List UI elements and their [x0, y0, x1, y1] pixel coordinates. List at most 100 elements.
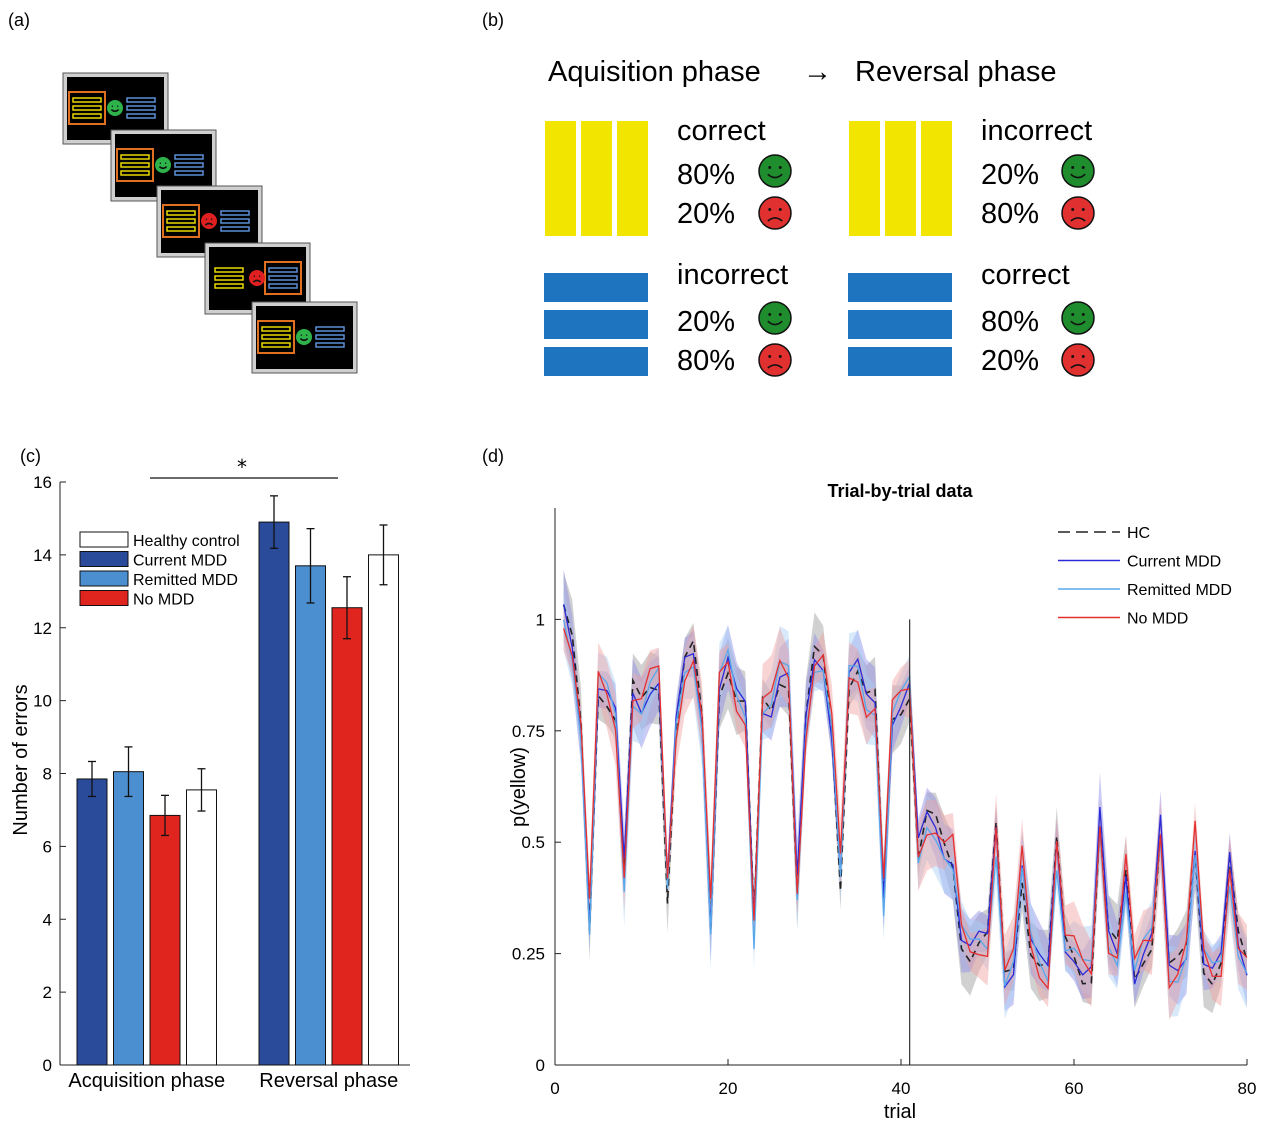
blue-stimulus	[174, 170, 204, 176]
acq-yellow-word: correct	[677, 115, 766, 147]
stimulus-screen	[204, 242, 311, 315]
c-legend-swatch	[79, 551, 129, 567]
d-plot-area: 0 0.25 0.5 0.75 1 0 20 40 60 80 HC Current MDD Remit…	[512, 508, 1257, 1098]
c-bar	[76, 778, 108, 1066]
c-legend-swatch	[79, 531, 129, 548]
c-ytick-label: 4	[43, 910, 52, 929]
d-xtick-label: 60	[1065, 1079, 1084, 1098]
c-ytick-label: 8	[43, 765, 52, 784]
yellow-stimulus	[261, 342, 291, 348]
happy-face-icon	[758, 154, 792, 188]
yellow-bar	[921, 121, 952, 236]
sad-face-icon	[758, 196, 792, 230]
c-xtick-label: Acquisition phase	[68, 1070, 225, 1092]
yellow-stimulus	[120, 162, 150, 168]
panel-c: (c) Number of errors 0 2 4 6 8 10 12 14 16 Acquis…	[10, 446, 410, 1092]
d-legend-label: No MDD	[1127, 611, 1188, 628]
rev-blue-bars	[848, 273, 952, 376]
acq-blue-word: incorrect	[677, 259, 788, 291]
c-bar	[149, 814, 181, 1066]
c-bar	[113, 771, 144, 1066]
panel-b: (b) Aquisition phase → Reversal phase co…	[482, 10, 1095, 377]
blue-stimulus	[268, 283, 298, 289]
d-line-remitted-mdd	[562, 619, 1248, 987]
happy-face-icon	[1061, 301, 1095, 335]
c-bar	[258, 521, 290, 1066]
c-legend-label: No MDD	[133, 592, 194, 609]
panel-d: (d) Trial-by-trial data p(yellow) trial …	[482, 446, 1256, 1123]
c-legend-label: Remitted MDD	[133, 572, 238, 589]
happy-face-icon	[1061, 154, 1095, 188]
yellow-stimulus	[214, 267, 244, 273]
d-band-no-mdd	[563, 606, 1247, 1021]
yellow-bar	[617, 121, 648, 236]
d-xlabel: trial	[884, 1101, 916, 1123]
blue-stimulus	[268, 267, 298, 273]
d-ytick-label: 0.5	[521, 833, 545, 852]
c-plot-area: 0 2 4 6 8 10 12 14 16 Acquisition phase Reversal p…	[33, 455, 410, 1092]
d-ytick-label: 0	[536, 1056, 545, 1075]
c-legend-swatch	[79, 590, 129, 606]
d-xtick-label: 40	[892, 1079, 911, 1098]
happy-face-icon	[155, 157, 171, 173]
yellow-stimulus	[214, 275, 244, 281]
acq-blue-bars	[544, 273, 648, 376]
blue-stimulus	[315, 334, 345, 340]
c-ytick-label: 10	[33, 692, 52, 711]
yellow-bar	[581, 121, 612, 236]
acq-yellow-p-happy: 80%	[677, 159, 735, 191]
yellow-stimulus	[72, 105, 102, 111]
rev-yellow-p-sad: 80%	[981, 198, 1039, 230]
c-ytick-label: 12	[33, 619, 52, 638]
acq-yellow-p-sad: 20%	[677, 198, 735, 230]
yellow-stimulus	[120, 170, 150, 176]
rev-blue-p-happy: 80%	[981, 306, 1039, 338]
c-ytick-label: 0	[43, 1056, 52, 1075]
c-ytick-label: 16	[33, 473, 52, 492]
blue-stimulus	[126, 105, 156, 111]
d-ylabel: p(yellow)	[508, 747, 530, 827]
rev-blue-word: correct	[981, 259, 1070, 291]
blue-stimulus	[126, 113, 156, 119]
c-ytick-label: 14	[33, 546, 52, 565]
panel-a-label: (a)	[8, 10, 30, 30]
yellow-stimulus	[261, 326, 291, 332]
sad-face-icon	[1061, 343, 1095, 377]
yellow-stimulus	[166, 210, 196, 216]
yellow-stimulus	[166, 226, 196, 232]
blue-stimulus	[220, 218, 250, 224]
blue-stimulus	[174, 162, 204, 168]
yellow-stimulus	[261, 334, 291, 340]
c-bar	[186, 789, 217, 1066]
yellow-stimulus	[72, 113, 102, 119]
happy-face-icon	[296, 329, 312, 345]
blue-stimulus	[126, 97, 156, 103]
yellow-bar	[885, 121, 916, 236]
selection-box	[68, 91, 106, 125]
blue-stimulus	[220, 226, 250, 232]
c-ylabel: Number of errors	[10, 684, 32, 835]
d-title: Trial-by-trial data	[827, 481, 973, 501]
blue-stimulus	[315, 342, 345, 348]
rev-yellow-bars	[849, 121, 952, 236]
blue-stimulus	[315, 326, 345, 332]
yellow-stimulus	[214, 283, 244, 289]
c-significance-marker: *	[237, 455, 247, 479]
d-xtick-label: 80	[1238, 1079, 1257, 1098]
c-legend-label: Current MDD	[133, 553, 227, 570]
blue-bar	[848, 273, 952, 302]
happy-face-icon	[758, 301, 792, 335]
sad-face-icon	[249, 270, 265, 286]
blue-bar	[544, 273, 648, 302]
blue-bar	[544, 310, 648, 339]
blue-stimulus	[220, 210, 250, 216]
yellow-stimulus	[72, 97, 102, 103]
d-xtick-label: 20	[719, 1079, 738, 1098]
rev-blue-p-sad: 20%	[981, 345, 1039, 377]
blue-stimulus	[174, 154, 204, 160]
d-line-current-mdd	[562, 604, 1248, 989]
acq-blue-p-sad: 80%	[677, 345, 735, 377]
d-legend-label: HC	[1127, 525, 1150, 542]
happy-face-icon	[107, 100, 123, 116]
